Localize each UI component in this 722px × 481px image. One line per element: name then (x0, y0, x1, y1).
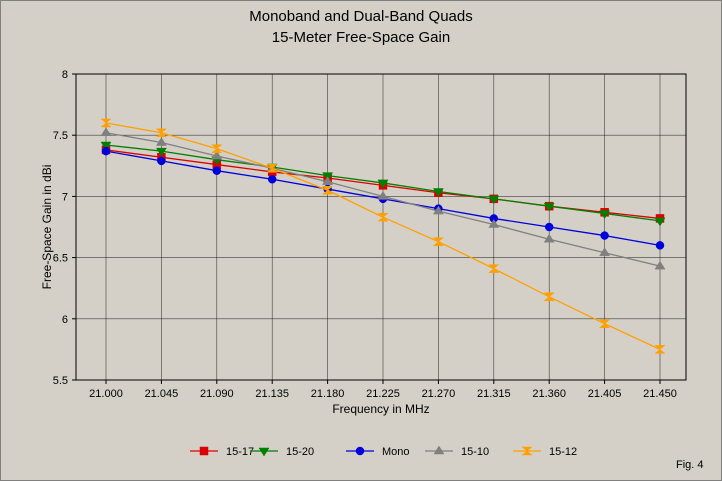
data-point-15-10 (155, 137, 167, 146)
data-point-15-12 (321, 186, 334, 195)
plot-area (76, 74, 686, 380)
data-point-15-12 (211, 144, 223, 153)
series-15-10 (100, 127, 666, 270)
x-tick-label: 21.315 (477, 388, 511, 400)
legend-marker (355, 446, 365, 456)
data-point-15-12 (543, 292, 555, 302)
data-point-15-12 (654, 345, 666, 354)
y-tick-label: 6 (62, 314, 68, 326)
data-point-15-10 (322, 176, 334, 185)
axis-ticks: 5.5 6 6.5 7 7.5 8 21.000 21.045 21.090 21.135 21.1… (53, 69, 677, 400)
data-point-mono (600, 231, 609, 240)
data-point-15-10 (377, 190, 389, 200)
y-axis-label: Free-Space Gain in dBi (40, 165, 54, 290)
data-point-15-20 (100, 141, 112, 151)
data-point-15-12 (377, 212, 389, 222)
legend-label: 15-20 (286, 446, 314, 458)
grid (76, 74, 686, 380)
x-tick-label: 21.270 (422, 388, 456, 400)
legend: 15-17 15-20 Mono 15-10 15-12 (190, 445, 577, 458)
x-axis-label: Frequency in MHz (332, 402, 429, 416)
x-tick-label: 21.360 (532, 388, 566, 400)
data-point-15-20 (432, 188, 444, 197)
data-point-15-10 (599, 247, 611, 256)
legend-item-15-10: 15-10 (425, 445, 489, 458)
y-tick-label: 5.5 (53, 375, 68, 387)
chart-subtitle: 15-Meter Free-Space Gain (271, 29, 451, 46)
legend-item-mono: Mono (346, 446, 410, 458)
legend-item-15-17: 15-17 (190, 446, 254, 458)
x-tick-label: 21.090 (200, 388, 234, 400)
legend-label: 15-17 (226, 446, 254, 458)
x-tick-label: 21.405 (588, 388, 622, 400)
legend-marker (258, 447, 270, 457)
data-point-mono (101, 146, 111, 156)
data-point-15-10 (543, 233, 555, 243)
data-point-15-20 (543, 202, 555, 212)
data-point-15-10 (211, 150, 223, 160)
y-tick-label: 7.5 (53, 130, 68, 142)
x-tick-label: 21.450 (643, 388, 677, 400)
x-tick-label: 21.045 (145, 388, 179, 400)
legend-marker (199, 446, 209, 456)
y-tick-label: 8 (62, 69, 68, 81)
x-tick-label: 21.180 (311, 388, 345, 400)
data-point-15-12 (266, 163, 278, 173)
data-point-15-20 (599, 210, 611, 220)
x-tick-label: 21.225 (366, 388, 400, 400)
data-point-15-12 (598, 319, 611, 328)
legend-item-15-12: 15-12 (513, 446, 577, 458)
data-point-mono (212, 166, 222, 175)
y-tick-label: 7 (62, 191, 68, 203)
chart-title: Monoband and Dual-Band Quads (249, 8, 473, 25)
data-point-mono (655, 241, 665, 250)
plot-border (75, 73, 687, 381)
data-point-15-20 (654, 217, 666, 227)
figure-label: Fig. 4 (676, 459, 704, 471)
y-tick-label: 6.5 (53, 253, 68, 265)
legend-label: 15-10 (461, 446, 489, 458)
legend-marker (521, 446, 533, 456)
legend-label: Mono (382, 446, 410, 458)
data-point-15-12 (488, 264, 500, 273)
data-point-15-12 (155, 128, 168, 138)
data-point-mono (267, 175, 277, 184)
series (100, 118, 666, 354)
series-15-12 (100, 118, 666, 354)
data-point-15-10 (488, 219, 500, 228)
data-point-15-10 (100, 127, 112, 137)
data-point-15-20 (377, 179, 389, 189)
data-point-mono (157, 156, 166, 166)
data-point-15-20 (488, 195, 500, 205)
data-point-mono (544, 222, 554, 232)
data-point-15-12 (432, 237, 445, 246)
data-point-15-12 (100, 118, 112, 128)
legend-label: 15-12 (549, 446, 577, 458)
data-point-15-10 (654, 260, 666, 270)
x-tick-label: 21.000 (89, 388, 123, 400)
data-point-15-20 (155, 147, 167, 157)
legend-item-15-20: 15-20 (250, 446, 314, 458)
x-tick-label: 21.135 (255, 388, 289, 400)
data-point-15-10 (432, 205, 444, 215)
legend-marker (433, 445, 445, 455)
